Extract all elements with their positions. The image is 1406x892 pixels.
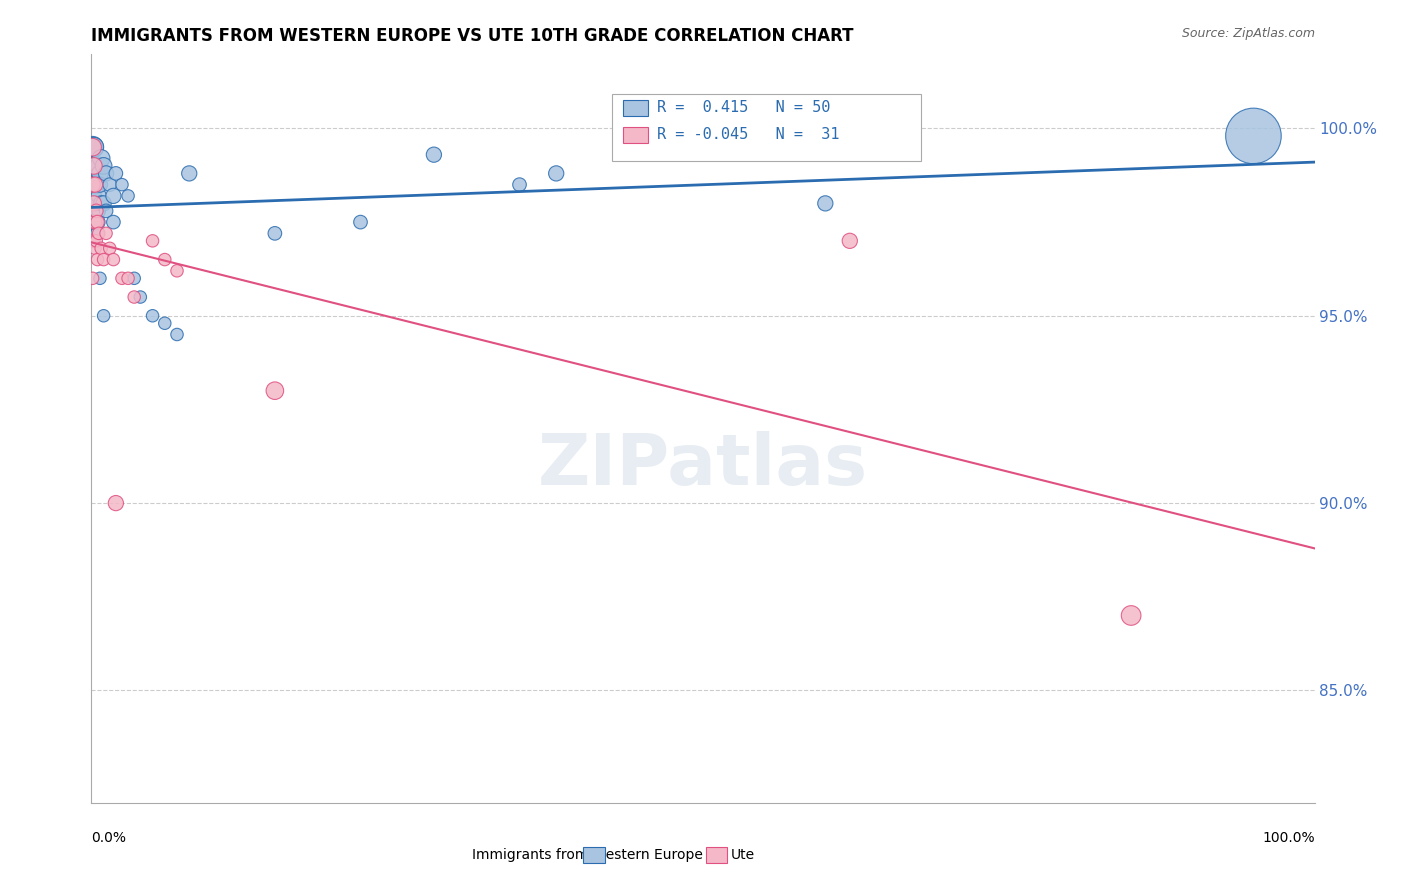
Point: [129, 290, 152, 304]
Point: [87, 189, 110, 203]
Point: [98, 178, 121, 192]
Point: [82, 215, 104, 229]
Point: [82, 178, 104, 192]
Point: [117, 189, 139, 203]
Point: [111, 178, 134, 192]
Point: [84, 178, 107, 192]
Point: [104, 166, 127, 180]
Point: [83, 178, 105, 192]
Point: [423, 147, 446, 161]
Point: [153, 316, 176, 330]
Point: [82, 178, 104, 192]
Point: [82, 271, 104, 285]
Point: [84, 215, 107, 229]
Point: [546, 166, 568, 180]
Point: [90, 241, 112, 255]
Text: Ute: Ute: [731, 847, 755, 862]
Point: [1121, 608, 1143, 623]
Point: [83, 215, 105, 229]
Point: [84, 196, 107, 211]
Text: R = -0.045   N =  31: R = -0.045 N = 31: [657, 128, 839, 142]
Point: [93, 252, 115, 267]
Point: [84, 203, 107, 218]
Point: [84, 178, 107, 192]
Point: [86, 215, 108, 229]
Point: [89, 271, 111, 285]
Point: [103, 215, 125, 229]
Point: [83, 234, 105, 248]
Point: [94, 203, 117, 218]
Text: Source: ZipAtlas.com: Source: ZipAtlas.com: [1181, 27, 1315, 40]
Text: IMMIGRANTS FROM WESTERN EUROPE VS UTE 10TH GRADE CORRELATION CHART: IMMIGRANTS FROM WESTERN EUROPE VS UTE 10…: [91, 27, 853, 45]
Point: [90, 152, 112, 166]
Point: [122, 290, 145, 304]
Point: [86, 215, 108, 229]
Point: [86, 227, 108, 241]
Point: [104, 496, 127, 510]
Point: [83, 196, 105, 211]
Point: [166, 327, 188, 342]
Point: [1243, 128, 1265, 143]
Point: [509, 178, 531, 192]
Point: [84, 215, 107, 229]
Point: [103, 252, 125, 267]
Point: [89, 178, 111, 192]
Point: [349, 215, 371, 229]
Point: [166, 264, 188, 278]
Point: [98, 241, 121, 255]
Point: [264, 227, 287, 241]
Text: 100.0%: 100.0%: [1263, 831, 1315, 846]
Point: [87, 203, 110, 218]
Point: [86, 178, 108, 192]
Point: [82, 140, 104, 154]
Point: [87, 159, 110, 173]
Point: [814, 196, 837, 211]
Point: [83, 159, 105, 173]
Point: [84, 159, 107, 173]
Point: [122, 271, 145, 285]
Point: [103, 189, 125, 203]
Point: [141, 309, 163, 323]
Point: [84, 215, 107, 229]
Point: [179, 166, 201, 180]
Point: [82, 140, 104, 154]
Point: [82, 234, 104, 248]
Point: [83, 140, 105, 154]
Point: [264, 384, 287, 398]
Point: [93, 159, 115, 173]
Point: [93, 196, 115, 211]
Point: [117, 271, 139, 285]
Point: [93, 309, 115, 323]
Point: [89, 166, 111, 180]
Text: 0.0%: 0.0%: [91, 831, 127, 846]
Text: ZIPatlas: ZIPatlas: [538, 431, 868, 500]
Point: [83, 189, 105, 203]
Point: [86, 252, 108, 267]
Point: [84, 241, 107, 255]
Point: [87, 227, 110, 241]
Point: [111, 271, 134, 285]
Point: [83, 159, 105, 173]
Text: R =  0.415   N = 50: R = 0.415 N = 50: [657, 101, 830, 115]
Point: [90, 196, 112, 211]
Point: [141, 234, 163, 248]
Point: [838, 234, 860, 248]
Point: [82, 140, 104, 154]
Point: [94, 166, 117, 180]
Point: [84, 159, 107, 173]
Point: [94, 227, 117, 241]
Point: [84, 178, 107, 192]
Point: [153, 252, 176, 267]
Point: [84, 234, 107, 248]
Text: Immigrants from Western Europe: Immigrants from Western Europe: [472, 847, 703, 862]
